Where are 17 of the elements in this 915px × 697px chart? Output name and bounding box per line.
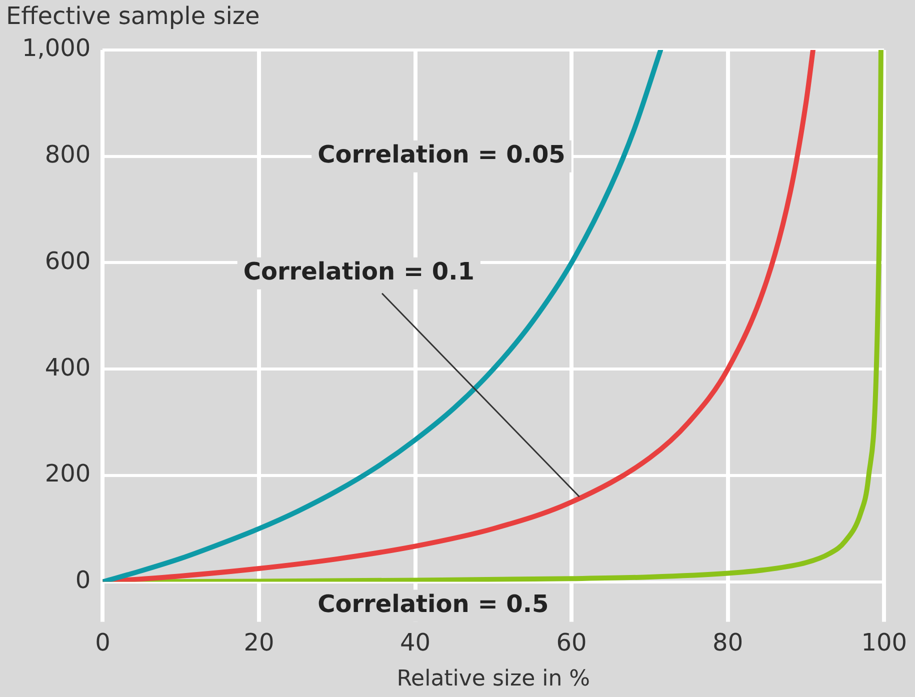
y-tick-label: 0 xyxy=(75,566,91,594)
x-tick-label: 80 xyxy=(712,628,744,656)
annotation: Correlation = 0.05 xyxy=(318,140,566,169)
x-tick-label: 20 xyxy=(244,628,274,656)
text: Correlation = 0.5 xyxy=(318,590,549,618)
y-tick-label: 1,000 xyxy=(22,34,91,62)
annotation: Correlation = 0.1 xyxy=(243,258,474,286)
y-tick-label: 400 xyxy=(44,353,91,382)
y-tick-label: 200 xyxy=(44,460,91,488)
x-tick-label: 0 xyxy=(95,628,110,656)
y-tick-label: 600 xyxy=(44,246,91,275)
x-axis-title: Relative size in % xyxy=(396,666,590,692)
x-tick-label: 40 xyxy=(400,628,431,656)
x-tick-label: 100 xyxy=(861,628,907,656)
x-tick-label: 60 xyxy=(556,628,587,656)
y-axis-title: Effective sample size xyxy=(6,2,260,30)
y-tick-label: 800 xyxy=(44,140,91,169)
